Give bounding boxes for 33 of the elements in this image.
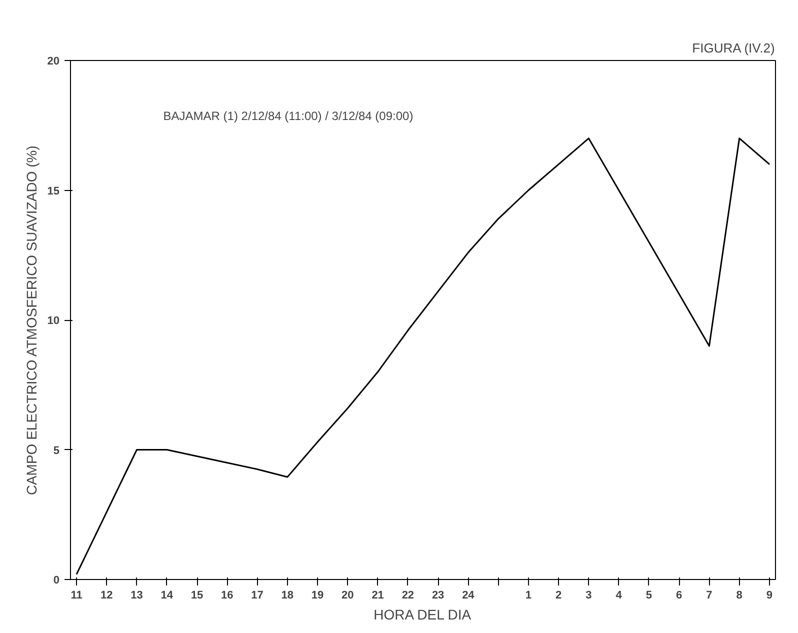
y-tick-label: 10: [47, 315, 60, 327]
x-tick-label: 15: [190, 590, 204, 602]
x-tick-label: 19: [311, 590, 324, 602]
x-tick-label: 23: [432, 590, 444, 602]
y-axis-title: CAMPO ELECTRICO ATMOSFERICO SUAVIZADO (%): [23, 146, 40, 496]
x-axis-title: HORA DEL DIA: [374, 606, 472, 622]
x-tick-label: 16: [221, 590, 234, 602]
x-tick-label: 9: [766, 590, 773, 602]
y-tick-label: 15: [47, 185, 60, 198]
x-tick-label: 14: [160, 590, 174, 602]
x-tick-label: 12: [100, 590, 113, 602]
x-tick-label: 4: [616, 590, 623, 602]
x-tick-label: 20: [342, 590, 354, 602]
x-tick-label: 5: [646, 590, 652, 602]
x-tick-label: 22: [402, 590, 414, 602]
y-tick-label: 0: [53, 574, 60, 586]
x-tick-label: 8: [736, 590, 742, 602]
y-tick-label: 5: [53, 444, 60, 457]
x-tick-label: 6: [676, 590, 682, 602]
x-tick-label: 2: [556, 590, 562, 602]
x-tick-label: 1: [525, 590, 532, 602]
annotation: BAJAMAR (1) 2/12/84 (11:00) / 3/12/84 (09:00): [163, 108, 414, 123]
x-tick-label: 18: [281, 590, 294, 602]
x-tick-label: 3: [586, 590, 592, 602]
x-tick-label: 7: [706, 590, 712, 602]
x-tick-label: 24: [462, 590, 476, 602]
x-tick-label: 17: [251, 590, 264, 602]
x-tick-label: 13: [130, 590, 143, 602]
x-tick-label: 11: [70, 590, 82, 602]
chart-title: FIGURA (IV.2): [692, 40, 775, 56]
line-series: [76, 138, 770, 576]
y-tick-label: 20: [47, 56, 60, 68]
x-tick-label: 21: [372, 590, 384, 602]
